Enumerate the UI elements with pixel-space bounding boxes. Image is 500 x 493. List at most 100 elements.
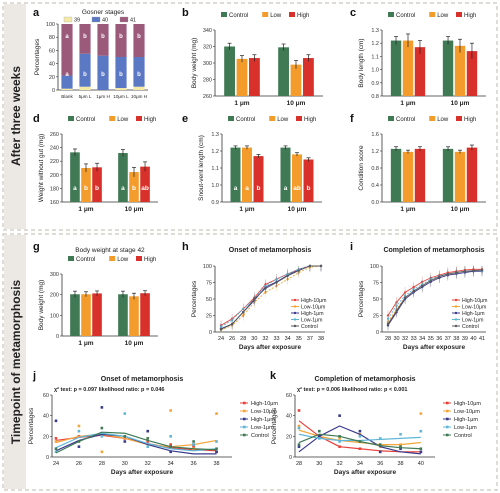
point-j-0 <box>192 445 195 448</box>
bar-b-low-0 <box>236 58 248 96</box>
bar-g-low-0 <box>81 294 91 336</box>
legend-swatch-low <box>109 116 116 121</box>
legend-marker-3 <box>293 318 297 321</box>
legend-c: Control Low High <box>388 12 476 19</box>
y-tick-label: 1.0 <box>371 68 379 74</box>
legend-b: Control Low High <box>221 12 309 19</box>
y-tick-label: 300 <box>50 272 59 278</box>
legend-marker-j-0 <box>243 401 246 405</box>
point-k-2 <box>399 447 402 451</box>
bar-e-control-0 <box>230 147 241 202</box>
x-tick-label: 10μm L <box>113 94 129 99</box>
point-j-1 <box>54 440 58 443</box>
legend-label-high: High <box>144 257 156 263</box>
legend-marker-k-0 <box>446 401 449 405</box>
point-j-0 <box>169 443 172 446</box>
bar-e-low-1 <box>292 154 302 202</box>
significance-letter: b <box>83 34 87 40</box>
bar-f-high-1 <box>466 147 478 202</box>
point-i-3 <box>395 304 398 307</box>
x-tick-label: 32 <box>262 336 268 342</box>
point-j-0 <box>146 440 150 443</box>
legend-label-j-4: Control <box>251 433 269 439</box>
axes-b: 260 280 300 320 340 Body weight (mg) <box>191 28 323 100</box>
point-h-4 <box>242 311 245 314</box>
x-tick-label: 32 <box>337 461 343 467</box>
x-tick-label: 32 <box>145 461 151 467</box>
legend-marker-k-3 <box>446 425 449 429</box>
point-h-4 <box>297 269 300 272</box>
y-tick-label: 220 <box>50 159 59 165</box>
legend-swatch-control <box>68 116 74 121</box>
bar-e-high-1 <box>303 159 314 202</box>
point-k-2 <box>338 414 341 417</box>
x-axis-label: Days after exposure <box>239 344 302 351</box>
bar-b-high-0 <box>249 58 260 96</box>
x-tick-label: 38 <box>453 336 459 342</box>
stack-a-40-2 <box>97 55 109 90</box>
y-tick-label: 0.0 <box>371 200 379 206</box>
stack-a-41-0 <box>61 24 73 76</box>
bar-f-control-0 <box>390 148 402 202</box>
legend-label-control: Control <box>396 13 415 19</box>
legend-label-low: Low <box>437 117 449 123</box>
significance-letter: b <box>137 34 141 40</box>
y-tick-label: 0 <box>289 455 292 461</box>
point-h-4 <box>308 264 312 268</box>
x-tick-label: 1 μm <box>78 206 93 213</box>
point-j-3 <box>192 443 195 446</box>
point-j-3 <box>123 412 127 415</box>
panel-letter-f: f <box>350 113 354 125</box>
x-tick-label: 1 μm <box>78 340 93 347</box>
x-tick-label: 10 μm <box>125 206 144 213</box>
x-tick-label: 10 μm <box>288 206 307 213</box>
stack-a-39-1 <box>79 86 91 90</box>
panel-letter-g: g <box>33 241 40 253</box>
point-h-4 <box>319 264 323 268</box>
point-j-3 <box>100 435 104 438</box>
x-tick-label: 1 μm <box>400 206 415 213</box>
bar-b-control-0 <box>224 46 235 96</box>
y-tick-label: 20 <box>286 434 292 440</box>
y-axis-label: Percentages <box>271 407 278 444</box>
y-tick-label: 0.9 <box>211 200 219 206</box>
bar-e-high-0 <box>253 156 264 202</box>
point-k-3 <box>318 437 321 440</box>
y-tick-label: 320 <box>203 45 212 51</box>
y-tick-label: 1.2 <box>211 149 219 155</box>
point-k-4 <box>378 443 382 446</box>
y-axis-label: Body weight (mg) <box>191 38 198 89</box>
point-k-3 <box>358 435 362 438</box>
x-tick-label: 37 <box>445 336 451 342</box>
legend-swatch-high <box>289 12 295 17</box>
y-tick-label: 260 <box>203 94 212 100</box>
legend-swatch-control <box>228 116 234 121</box>
legend-swatch-stage-41 <box>119 16 129 23</box>
legend-marker-1 <box>454 305 458 308</box>
stat-text-k: χ² test: p = 0.006 likelihood ratio: p <… <box>297 386 407 393</box>
y-tick-label: 300 <box>203 61 212 67</box>
panel-letter-h: h <box>182 241 189 253</box>
significance-letter: a <box>65 72 69 78</box>
legend-g: Control Low High <box>68 256 156 263</box>
legend-swatch-high <box>136 256 142 261</box>
legend-swatch-high <box>296 116 302 121</box>
x-tick-label: 34 <box>168 461 174 467</box>
y-tick-label: 25 <box>206 314 212 320</box>
legend-label-low: Low <box>270 13 282 19</box>
significance-letter: a <box>73 185 77 192</box>
legend-label-0: High-10μm <box>462 298 487 304</box>
point-j-4 <box>146 437 150 440</box>
legend-label-high: High <box>297 13 309 19</box>
legend-label-3: Low-1μm <box>462 318 483 324</box>
x-tick-label: 30 <box>393 336 399 342</box>
y-tick-label: 75 <box>373 281 379 287</box>
stack-a-41-4 <box>133 24 145 57</box>
x-tick-label: 34 <box>285 336 291 342</box>
y-tick-label: 40 <box>286 414 292 420</box>
x-tick-label: 40 <box>470 336 476 342</box>
legend-label-k-2: High-1μm <box>454 417 478 423</box>
point-i-4 <box>412 289 415 293</box>
x-tick-label: 36 <box>377 461 383 467</box>
x-tick-label: 34 <box>357 461 363 467</box>
